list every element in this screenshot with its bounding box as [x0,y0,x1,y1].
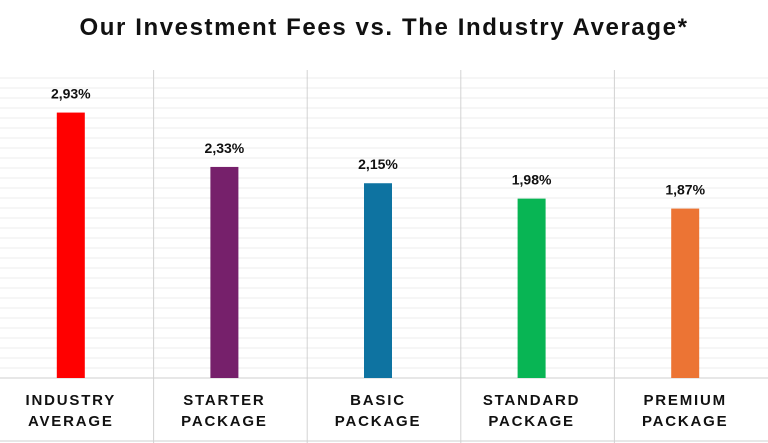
data-label: 2,15% [358,156,398,172]
category-label: PACKAGE [488,413,575,430]
category-label: PREMIUM [643,392,726,409]
category-label: INDUSTRY [26,392,117,409]
data-label: 2,33% [205,140,245,156]
data-label: 1,87% [665,182,705,198]
category-label: BASIC [350,392,406,409]
category-label: PACKAGE [642,413,729,430]
data-label: 2,93% [51,86,91,102]
bar [671,208,700,378]
bar [517,198,546,378]
category-label: STARTER [183,392,265,409]
category-label: PACKAGE [335,413,422,430]
category-label: STANDARD [483,392,580,409]
bar [364,183,392,378]
bar [56,112,85,378]
data-label: 1,98% [512,172,552,188]
column-separators [153,70,615,443]
bar [210,166,239,378]
category-label: AVERAGE [28,413,114,430]
category-label: PACKAGE [181,413,268,430]
chart-title: Our Investment Fees vs. The Industry Ave… [79,14,689,41]
